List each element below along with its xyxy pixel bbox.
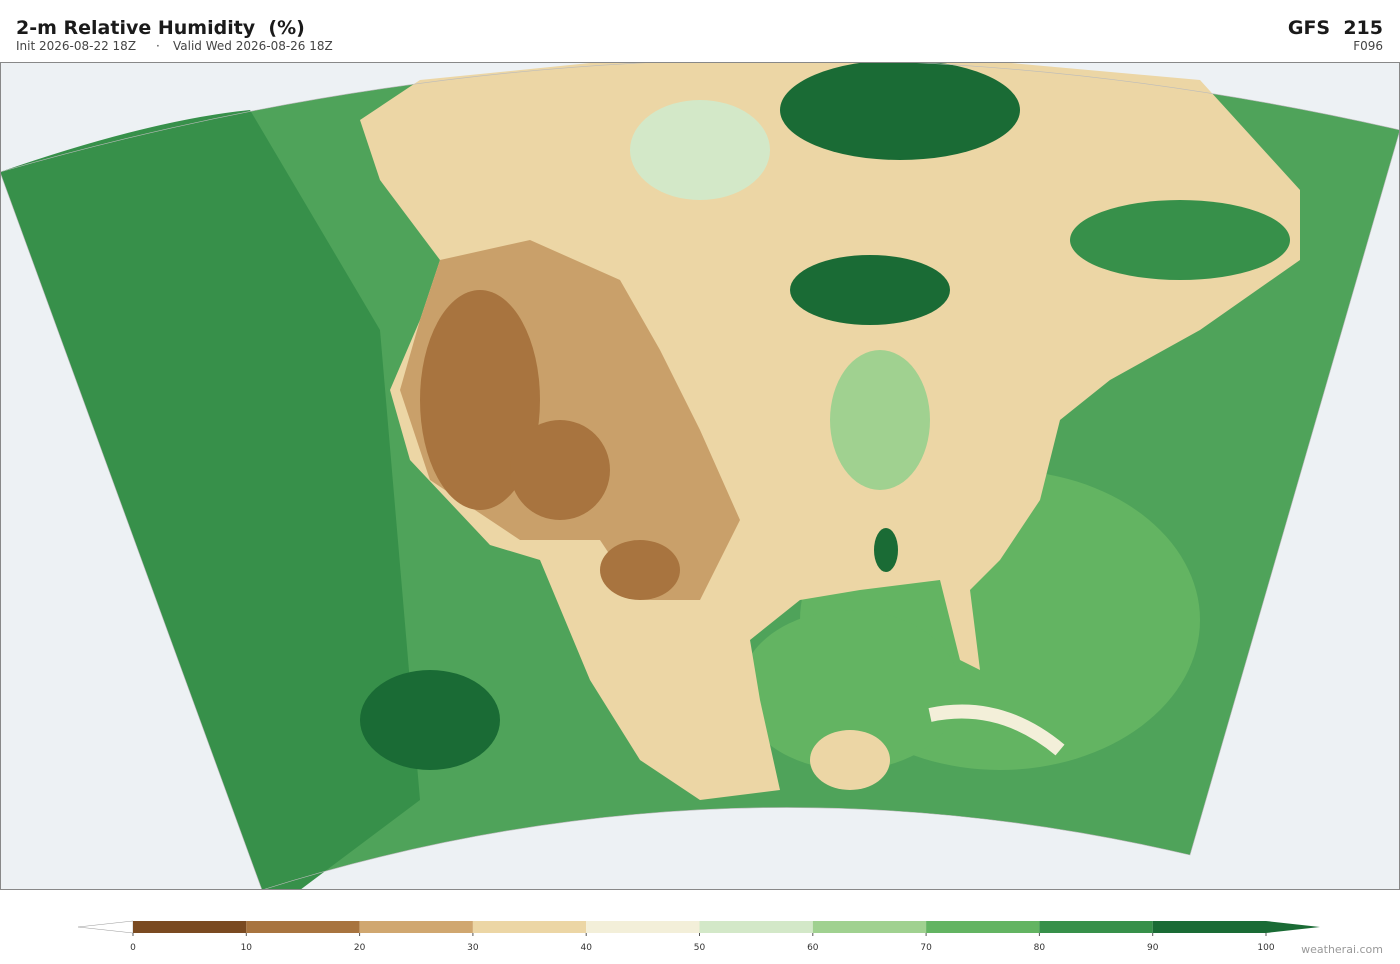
- colorbar-tick-label: 10: [241, 943, 253, 953]
- map: [0, 62, 1400, 890]
- colorbar-over: [1266, 921, 1320, 933]
- land: [360, 62, 1300, 800]
- hudson-bay: [780, 62, 1020, 160]
- colorbar-tick-label: 80: [1034, 943, 1046, 953]
- colorbar-tick-label: 0: [130, 943, 136, 953]
- midwest-moist: [830, 350, 930, 490]
- forecast-hour: F096: [1353, 39, 1383, 53]
- colorbar-tick-label: 40: [580, 943, 592, 953]
- valid-time: Valid Wed 2026-08-26 18Z: [173, 39, 333, 53]
- prairie-moist: [630, 100, 770, 200]
- colorbar-tick-label: 100: [1257, 943, 1274, 953]
- map-title: 2-m Relative Humidity (%): [16, 17, 305, 39]
- colorbar-segment: [1039, 921, 1153, 933]
- great-lakes-humid: [790, 255, 950, 325]
- colorbar-segment: [472, 921, 587, 933]
- pacific-humid: [0, 110, 420, 890]
- colorbar: 0 10 20 30 40 50 60 70 80 90 100: [77, 920, 1320, 953]
- colorbar-tick-label: 50: [694, 943, 706, 953]
- colorbar-tick-label: 70: [920, 943, 932, 953]
- yucatan: [810, 730, 890, 790]
- very-dry-west: [420, 290, 540, 510]
- colorbar-tick-label: 20: [354, 943, 366, 953]
- colorbar-under: [77, 920, 134, 934]
- colorbar-segment: [1152, 921, 1266, 933]
- colorbar-segment: [926, 921, 1040, 933]
- colorbar-segment: [586, 921, 700, 933]
- mississippi-humid: [874, 528, 898, 572]
- colorbar-segment: [359, 921, 473, 933]
- dry-mexico: [600, 540, 680, 600]
- model-name: GFS 215: [1288, 17, 1383, 39]
- separator: ·: [156, 39, 160, 53]
- colorbar-tick-label: 30: [467, 943, 479, 953]
- domain-edge: [0, 62, 1400, 890]
- very-dry-southwest: [510, 420, 610, 520]
- gulf: [740, 610, 960, 770]
- colorbar-segment: [133, 921, 247, 933]
- pacific-swirl: [360, 670, 500, 770]
- colorbar-tick-label: 60: [807, 943, 819, 953]
- colorbar-segment: [246, 921, 360, 933]
- init-time: Init 2026-08-22 18Z: [16, 39, 136, 53]
- colorbar-tick-label: 90: [1147, 943, 1159, 953]
- watermark: weatherai.com: [1301, 943, 1383, 956]
- cuba: [928, 704, 1065, 756]
- colorbar-segment: [812, 921, 927, 933]
- quebec-humid: [1070, 200, 1290, 280]
- colorbar-segment: [699, 921, 813, 933]
